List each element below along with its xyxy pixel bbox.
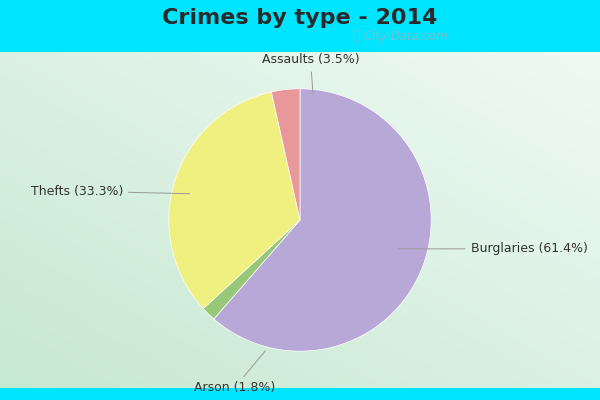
Text: Assaults (3.5%): Assaults (3.5%) — [262, 54, 359, 92]
Wedge shape — [214, 89, 431, 351]
Wedge shape — [169, 92, 300, 309]
Text: Thefts (33.3%): Thefts (33.3%) — [31, 185, 190, 198]
Wedge shape — [203, 220, 300, 319]
Text: Arson (1.8%): Arson (1.8%) — [194, 351, 275, 394]
Text: Crimes by type - 2014: Crimes by type - 2014 — [163, 8, 437, 28]
Wedge shape — [271, 89, 300, 220]
Text: Burglaries (61.4%): Burglaries (61.4%) — [397, 242, 587, 255]
Text: ⓘ City-Data.com: ⓘ City-Data.com — [353, 30, 448, 43]
